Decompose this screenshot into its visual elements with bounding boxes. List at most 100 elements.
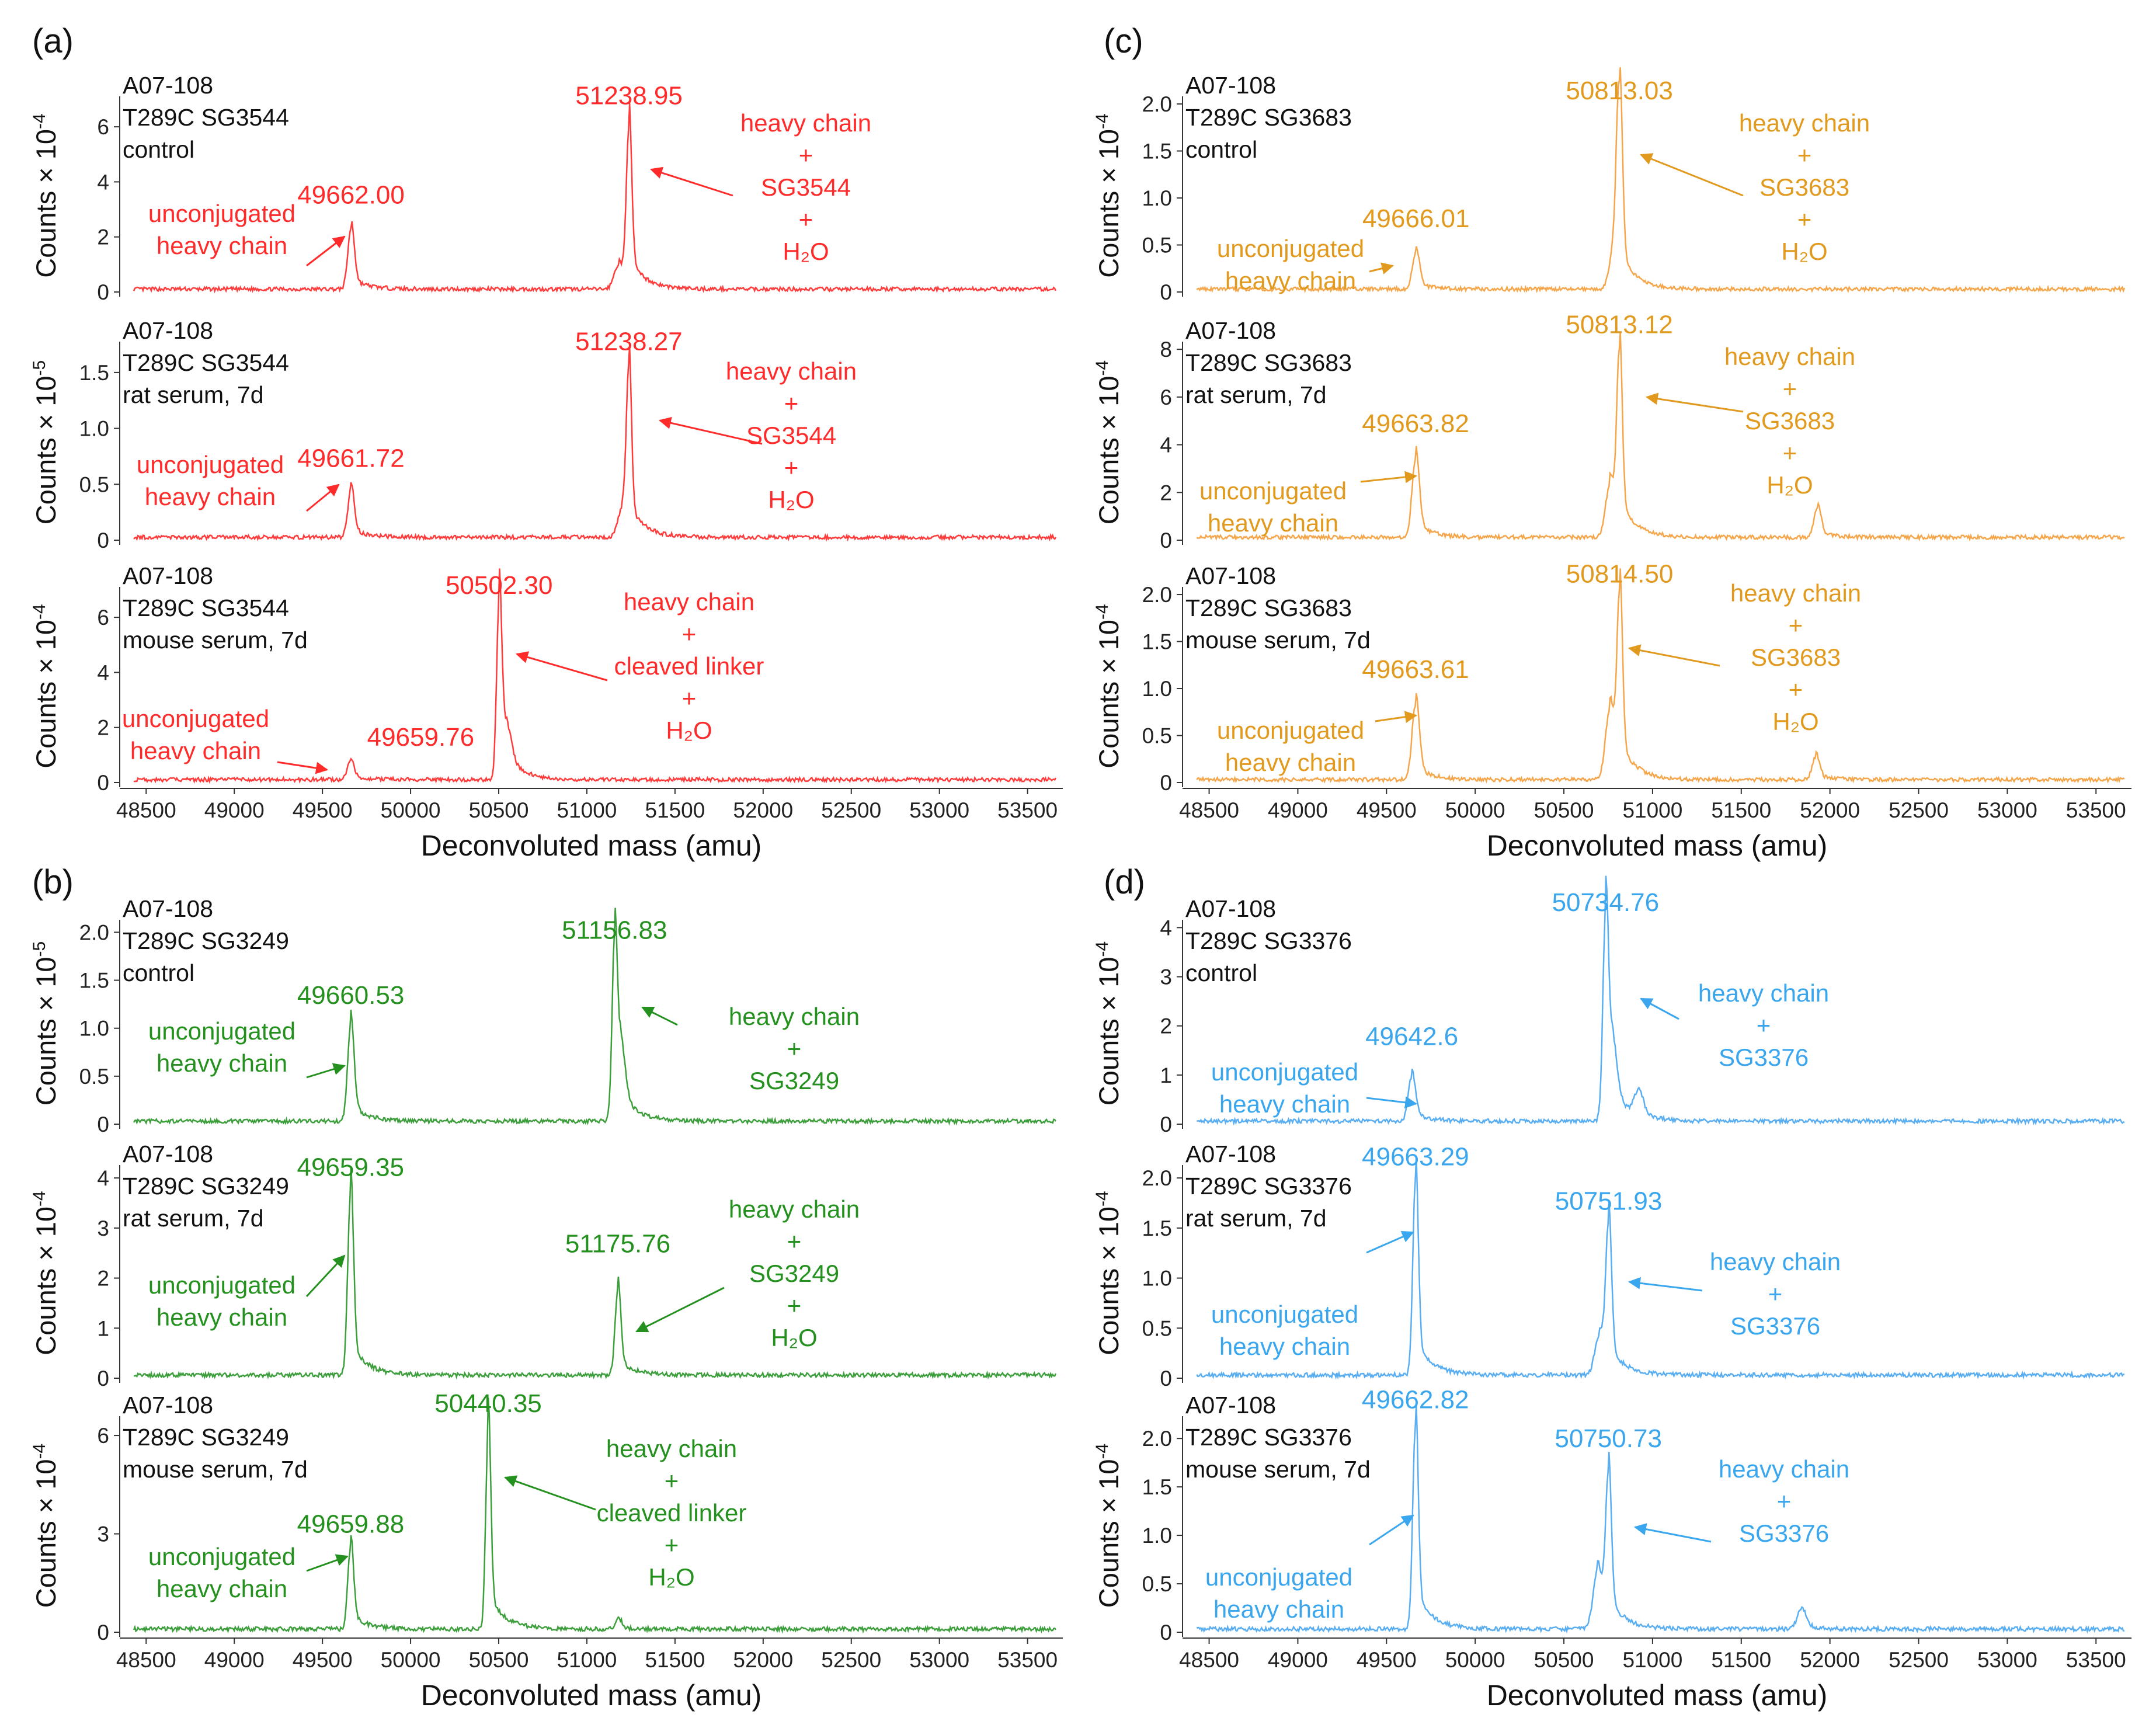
spectrum-line — [133, 1397, 1056, 1634]
spectrum-line — [1196, 1403, 2124, 1634]
peak-label: 51238.95 — [575, 82, 683, 110]
x-tick-label: 51500 — [1711, 1648, 1771, 1672]
sample-label-line: control — [1185, 136, 1257, 163]
x-tick-label: 49000 — [204, 1648, 265, 1672]
spectrum-line — [1196, 67, 2126, 294]
spectrum-line — [133, 908, 1056, 1126]
annotation-conjugate: SG3249 — [749, 1260, 839, 1287]
y-tick-label: 2.0 — [1142, 92, 1172, 116]
y-tick-label: 0.5 — [1142, 1316, 1172, 1340]
annotation-conjugate: + — [665, 1531, 679, 1559]
annotation-unconjugated: unconjugated — [148, 1543, 295, 1570]
annotation-conjugate: + — [787, 1035, 802, 1062]
annotation-arrow — [504, 1475, 596, 1511]
subplot-d-10: 0 0.5 1.0 1.5 2.0 Counts × 10-4 A07-108 T289C S… — [1093, 1141, 2125, 1390]
peak-label: 51175.76 — [565, 1229, 670, 1258]
y-tick-label: 2.0 — [1142, 1166, 1172, 1190]
annotation-conjugate: heavy chain — [729, 1003, 860, 1030]
annotation-unconjugated: unconjugated — [148, 200, 295, 227]
y-tick-label: 8 — [1160, 338, 1172, 361]
x-tick-label: 53000 — [909, 1648, 969, 1672]
peak-label: 49663.61 — [1362, 655, 1469, 684]
y-tick-label: 1.0 — [1142, 677, 1172, 701]
annotation-arrow — [1366, 1096, 1418, 1109]
annotation-conjugate: H₂O — [1781, 238, 1827, 265]
panel-label: (a) — [32, 22, 74, 60]
x-tick-label: 48500 — [116, 1648, 176, 1672]
spectrum-line — [1197, 875, 2125, 1126]
annotation-conjugate: + — [1768, 1280, 1783, 1308]
peak-label: 50813.12 — [1566, 311, 1673, 339]
x-tick-label: 50500 — [1534, 1648, 1594, 1672]
annotation-conjugate: + — [799, 141, 813, 169]
x-tick-label: 48500 — [1179, 1648, 1239, 1672]
x-tick-label: 49000 — [204, 798, 265, 822]
peak-label: 50440.35 — [434, 1389, 542, 1418]
sample-label-line: T289C SG3249 — [123, 1424, 289, 1451]
y-tick-label: 0 — [1160, 1112, 1172, 1136]
x-axis-label: Deconvoluted mass (amu) — [421, 1679, 762, 1712]
sample-label-line: A07-108 — [1185, 1141, 1276, 1167]
peak-label: 49660.53 — [297, 981, 405, 1010]
sample-label-line: A07-108 — [1185, 72, 1276, 99]
annotation-unconjugated: heavy chain — [157, 1303, 287, 1331]
annotation-conjugate: heavy chain — [740, 109, 871, 137]
y-tick-label: 1.0 — [79, 1017, 109, 1041]
x-tick-label: 52000 — [1800, 798, 1860, 822]
subplot-c-6: 0 0.5 1.0 1.5 2.0 Counts × 10-4 A07-108 T289C S… — [1093, 67, 2126, 304]
x-tick-label: 52500 — [1889, 1648, 1949, 1672]
x-tick-label: 53500 — [997, 1648, 1058, 1672]
annotation-conjugate: + — [1797, 206, 1812, 233]
annotation-unconjugated: heavy chain — [1213, 1595, 1344, 1623]
annotation-conjugate: + — [1789, 611, 1803, 639]
annotation-arrow — [306, 1554, 349, 1572]
annotation-unconjugated: heavy chain — [1208, 509, 1338, 537]
annotation-conjugate: SG3376 — [1730, 1312, 1820, 1340]
x-tick-label: 53000 — [1977, 798, 2037, 822]
peak-label: 50734.76 — [1552, 888, 1660, 917]
annotation-unconjugated: unconjugated — [1217, 235, 1364, 262]
peak-label: 50750.73 — [1555, 1424, 1662, 1453]
annotation-arrow — [635, 1287, 725, 1333]
spectrum-line — [1196, 1156, 2125, 1380]
x-tick-label: 53500 — [2066, 1648, 2126, 1672]
annotation-unconjugated: heavy chain — [157, 232, 287, 259]
x-tick-label: 51000 — [1622, 1648, 1682, 1672]
annotation-unconjugated: heavy chain — [1225, 749, 1356, 776]
peak-label: 49662.00 — [297, 180, 405, 209]
x-tick-label: 51500 — [645, 798, 705, 822]
annotation-conjugate: + — [665, 1467, 679, 1494]
annotation-conjugate: heavy chain — [726, 357, 857, 385]
annotation-conjugate: SG3376 — [1719, 1044, 1809, 1071]
y-tick-label: 1.5 — [79, 361, 109, 385]
y-tick-label: 2 — [1160, 1014, 1172, 1038]
annotation-arrow — [650, 166, 733, 197]
x-tick-label: 51000 — [557, 798, 617, 822]
annotation-unconjugated: unconjugated — [1199, 477, 1347, 505]
annotation-conjugate: SG3683 — [1745, 407, 1835, 434]
y-tick-label: 2 — [1160, 481, 1172, 505]
sample-label-line: T289C SG3683 — [1185, 104, 1352, 131]
annotation-arrow — [1628, 1277, 1703, 1292]
x-tick-label: 53000 — [1977, 1648, 2037, 1672]
y-tick-label: 1.0 — [79, 417, 109, 441]
annotation-unconjugated: unconjugated — [1217, 717, 1364, 744]
y-tick-label: 6 — [97, 115, 109, 139]
sample-label-line: T289C SG3683 — [1185, 594, 1352, 621]
annotation-arrow — [1633, 1523, 1712, 1543]
x-axis-label: Deconvoluted mass (amu) — [1487, 1679, 1828, 1712]
subplot-c-7: 0 2 4 6 8 Counts × 10-4 A07-108 T289C SG3683 rat… — [1093, 311, 2125, 552]
subplot-b-5: 0 3 6 Counts × 10-4 A07-108 T289C SG3249 mouse… — [30, 1389, 1056, 1644]
annotation-conjugate: + — [1783, 375, 1797, 402]
x-axis: 48500 49000 49500 50000 50500 51000 51500 52000… — [116, 788, 1063, 862]
x-tick-label: 52000 — [1800, 1648, 1860, 1672]
y-tick-label: 6 — [97, 1424, 109, 1448]
peak-label: 49661.72 — [297, 444, 405, 473]
y-axis-label: Counts × 10-4 — [1093, 941, 1124, 1105]
y-tick-label: 1.0 — [1142, 186, 1172, 210]
sample-label-line: A07-108 — [1185, 562, 1276, 589]
annotation-conjugate: + — [1789, 676, 1803, 703]
y-tick-label: 4 — [97, 660, 109, 684]
peak-label: 51156.83 — [562, 916, 667, 944]
annotation-conjugate: SG3544 — [746, 422, 836, 449]
